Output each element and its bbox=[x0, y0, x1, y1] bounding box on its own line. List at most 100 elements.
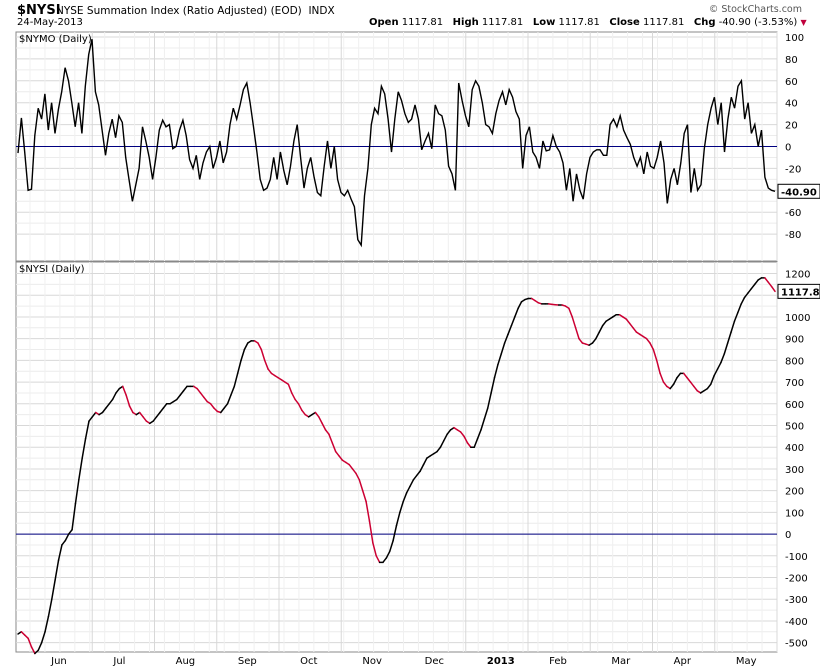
nysi-segment bbox=[54, 559, 60, 581]
index-title: NYSE Summation Index (Ratio Adjusted) (E… bbox=[56, 5, 335, 17]
nysi-segment bbox=[500, 342, 506, 355]
nysi-segment bbox=[182, 385, 188, 392]
nysi-segment bbox=[318, 416, 323, 425]
x-tick-label: Sep bbox=[238, 656, 257, 667]
x-axis: Jun Jul Aug Sep Oct Nov Dec 2013 Feb Mar Apr May bbox=[50, 656, 757, 667]
nysi-segment bbox=[574, 327, 580, 340]
nysi-segment bbox=[598, 324, 604, 333]
nysi-segment bbox=[595, 331, 601, 340]
open-value: 1117.81 bbox=[401, 17, 444, 28]
y-tick-label: 1000 bbox=[785, 313, 810, 324]
nysi-segment bbox=[486, 392, 492, 409]
nysi-segment bbox=[176, 394, 181, 401]
nysi-segment bbox=[57, 544, 63, 561]
low-label: Low bbox=[532, 17, 556, 28]
nysi-segment bbox=[67, 528, 73, 535]
y-tick-label: 80 bbox=[785, 55, 798, 66]
nysi-segment bbox=[625, 318, 631, 325]
nysi-segment bbox=[355, 472, 361, 481]
nysi-segment bbox=[240, 348, 246, 362]
nysi-segment bbox=[753, 279, 759, 286]
y-tick-label: 200 bbox=[785, 487, 804, 498]
close-value: 1117.81 bbox=[642, 17, 685, 28]
nysi-segment bbox=[179, 390, 185, 396]
y-tick-label: 1200 bbox=[785, 270, 810, 281]
stockcharts-credit: © StockCharts.com bbox=[708, 4, 802, 15]
nysi-segment bbox=[568, 307, 573, 318]
nysi-segment bbox=[662, 381, 668, 388]
nysi-segment bbox=[490, 376, 496, 394]
nysi-segment bbox=[686, 376, 692, 383]
nysi-segment bbox=[361, 489, 367, 503]
nysi-segment bbox=[628, 322, 634, 329]
nysi-segment bbox=[78, 457, 83, 481]
x-tick-label: Jun bbox=[50, 656, 67, 667]
y-tick-label: -80 bbox=[785, 230, 801, 241]
nysi-segment bbox=[230, 385, 236, 396]
nysi-segment bbox=[30, 646, 36, 655]
nysi-segment bbox=[290, 392, 296, 401]
nysi-segment bbox=[294, 398, 300, 405]
nysi-segment bbox=[730, 320, 736, 333]
nysi-segment bbox=[710, 374, 715, 386]
nysi-segment bbox=[591, 337, 597, 344]
x-tick-label: Feb bbox=[549, 656, 567, 667]
y-tick-label: -20 bbox=[785, 164, 801, 175]
panel-label: $NYSI (Daily) bbox=[19, 264, 85, 275]
nysi-segment bbox=[108, 398, 114, 405]
last-value-box bbox=[777, 183, 820, 199]
nysi-segment bbox=[737, 303, 742, 314]
down-arrow-icon: ▼ bbox=[800, 18, 807, 27]
y-tick-label: 500 bbox=[785, 422, 804, 433]
nysi-segment bbox=[74, 479, 80, 505]
nysi-segment bbox=[338, 455, 344, 462]
nysi-segment bbox=[24, 634, 29, 640]
nysi-segment bbox=[44, 615, 50, 633]
nysi-segment bbox=[706, 383, 712, 390]
nysi-segment bbox=[578, 337, 584, 344]
nysi-segment bbox=[669, 383, 675, 390]
nysi-segment bbox=[507, 324, 513, 336]
nysi-segment bbox=[40, 631, 46, 644]
nysi-segment bbox=[693, 385, 699, 392]
nysi-segment bbox=[220, 407, 225, 414]
nysi-segment bbox=[733, 311, 739, 323]
nysi-segment bbox=[162, 403, 168, 409]
nysi-segment bbox=[443, 433, 448, 442]
x-tick-label: Jul bbox=[112, 656, 125, 667]
nysi-segment bbox=[409, 479, 415, 488]
y-tick-label: 40 bbox=[785, 99, 798, 110]
nysi-segment bbox=[503, 333, 509, 344]
nysi-segment bbox=[159, 407, 165, 414]
chart-header: $NYSI NYSE Summation Index (Ratio Adjust… bbox=[0, 0, 820, 32]
nysi-segment bbox=[672, 376, 678, 386]
nysi-segment bbox=[375, 555, 381, 564]
nysi-segment bbox=[770, 285, 776, 293]
nysi-segment bbox=[328, 433, 334, 444]
nysi-segment bbox=[47, 598, 53, 618]
nysi-segment bbox=[20, 631, 26, 636]
nysi-segment bbox=[683, 372, 688, 379]
y-tick-label: 700 bbox=[785, 378, 804, 389]
nysi-segment bbox=[321, 422, 327, 431]
nysi-segment bbox=[267, 368, 273, 375]
x-tick-label: Dec bbox=[425, 656, 444, 667]
nysi-segment bbox=[750, 283, 756, 290]
y-tick-label: 60 bbox=[785, 77, 798, 88]
nysi-segment bbox=[392, 524, 398, 542]
nysi-segment bbox=[155, 411, 161, 418]
nysi-segment bbox=[388, 539, 394, 553]
last-value-label: 1117.81 bbox=[781, 287, 820, 298]
x-tick-label: 2013 bbox=[487, 656, 515, 667]
nysi-segment bbox=[351, 468, 357, 475]
y-tick-label: 100 bbox=[785, 33, 804, 44]
nysi-segment bbox=[301, 409, 307, 416]
y-tick-label: 100 bbox=[785, 508, 804, 519]
y-tick-label: 300 bbox=[785, 465, 804, 476]
y-tick-label: 900 bbox=[785, 335, 804, 346]
y-tick-label: 0 bbox=[785, 143, 791, 154]
nysi-segment bbox=[84, 420, 90, 440]
nysi-segment bbox=[676, 372, 682, 379]
